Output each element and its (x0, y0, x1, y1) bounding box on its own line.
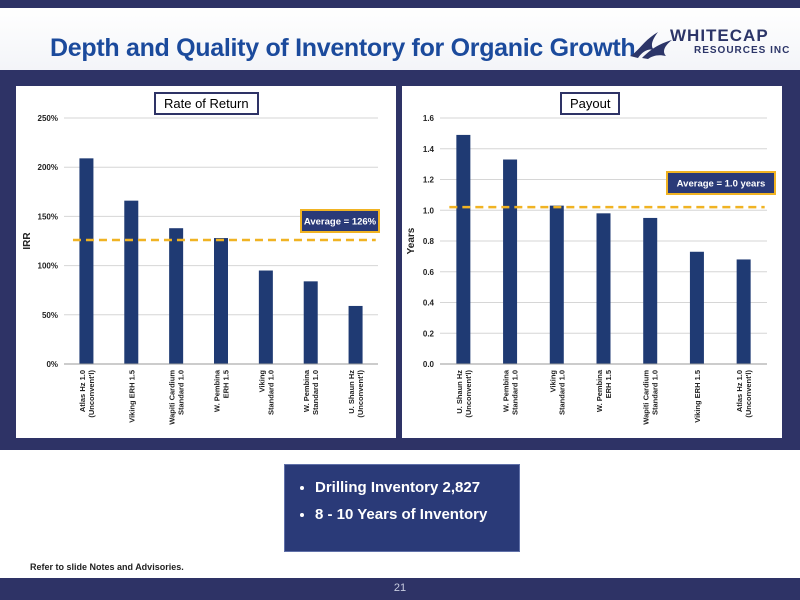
x-tick-label: U. Shaun Hz (Unconvent'l) (347, 370, 365, 418)
x-tick-label-line: Wapiti Cardium (168, 370, 177, 425)
payout-chart: 0.0 0.2 0.4 0.6 0.8 1.0 1.2 1.4 1.6 Years U. Shaun… (406, 114, 776, 425)
bar (348, 305, 363, 364)
y-axis-label: Years (406, 227, 417, 254)
y-tick-label: 1.6 (423, 114, 435, 123)
x-tick-label: Viking Standard 1.0 (257, 370, 275, 415)
x-tick-label-line: Atlas Hz 1.0 (78, 370, 87, 412)
header: Depth and Quality of Inventory for Organ… (0, 8, 800, 70)
average-label: Average = 1.0 years (677, 179, 766, 190)
logo-wordmark: WHITECAP (670, 26, 769, 45)
y-tick-label: 150% (38, 212, 58, 221)
y-tick-label: 0.2 (423, 329, 435, 338)
bar (258, 270, 273, 364)
logo-subtitle: RESOURCES INC (694, 45, 791, 56)
bar (503, 159, 518, 364)
bar (79, 158, 94, 364)
company-logo: WHITECAP RESOURCES INC (628, 24, 791, 66)
payout-panel: 0.0 0.2 0.4 0.6 0.8 1.0 1.2 1.4 1.6 Years U. Shaun… (402, 86, 782, 438)
y-tick-label: 50% (42, 311, 58, 320)
x-tick-label-line: Wapiti Cardium (642, 370, 651, 425)
x-tick-label-line: U. Shaun Hz (455, 370, 464, 414)
x-tick-label-line: W. Pembina (502, 369, 511, 412)
payout-title: Payout (560, 92, 621, 115)
bar (169, 228, 184, 364)
y-tick-label: 1.0 (423, 206, 435, 215)
x-tick-label-line: ERH 1.5 (222, 370, 231, 398)
average-label: Average = 126% (304, 217, 377, 228)
x-tick-label-line: Standard 1.0 (311, 370, 320, 415)
page-number: 21 (393, 582, 407, 594)
x-tick-label-line: W. Pembina (213, 369, 222, 412)
callout-item-drilling-inventory: Drilling Inventory 2,827 (315, 479, 519, 496)
inventory-callout: Drilling Inventory 2,827 8 - 10 Years of… (284, 464, 520, 552)
x-tick-label: Atlas Hz 1.0 (Unconvent'l) (735, 370, 753, 418)
x-tick-label: W. Pembina ERH 1.5 (213, 369, 231, 412)
x-tick-label: W. Pembina ERH 1.5 (595, 369, 613, 412)
x-tick-label-line: (Unconvent'l) (87, 370, 96, 418)
x-tick-label: U. Shaun Hz (Unconvent'l) (455, 370, 473, 418)
y-tick-label: 0.0 (423, 360, 435, 369)
x-tick-label: W. Pembina Standard 1.0 (302, 369, 320, 415)
y-tick-label: 100% (38, 262, 58, 271)
rate-of-return-panel: 0% 50% 100% 150% 200% 250% IRR Atlas Hz 1.0 (Unc… (16, 86, 396, 438)
x-tick-label-line: Viking (548, 370, 557, 393)
footnote: Refer to slide Notes and Advisories. (30, 562, 184, 572)
bar (214, 238, 228, 364)
x-tick-label-line: W. Pembina (595, 369, 604, 412)
bar (456, 134, 471, 364)
x-tick-label-line: ERH 1.5 (604, 370, 613, 398)
x-tick-label-line: Standard 1.0 (651, 370, 660, 415)
wave-logo-icon (630, 32, 672, 59)
bar (643, 217, 658, 364)
top-bar (0, 0, 800, 8)
x-tick-label-line: Atlas Hz 1.0 (735, 370, 744, 412)
y-tick-label: 1.4 (423, 145, 435, 154)
page-title: Depth and Quality of Inventory for Organ… (50, 34, 636, 62)
x-tick-label: W. Pembina Standard 1.0 (502, 369, 520, 415)
x-tick-label: Atlas Hz 1.0 (Unconvent'l) (78, 370, 96, 418)
bar (689, 251, 704, 364)
bar (736, 259, 751, 364)
footer: 21 (0, 578, 800, 600)
x-tick-label-line: Viking ERH 1.5 (127, 370, 136, 423)
y-tick-label: 200% (38, 163, 58, 172)
x-tick-label: Viking Standard 1.0 (548, 370, 566, 415)
bar (549, 205, 564, 364)
y-tick-label: 1.2 (423, 176, 435, 185)
x-tick-label-line: Standard 1.0 (511, 370, 520, 415)
y-tick-label: 0% (46, 360, 58, 369)
x-tick-label-line: Viking ERH 1.5 (693, 370, 702, 423)
x-tick-label-line: Standard 1.0 (557, 370, 566, 415)
x-tick-label-line: (Unconvent'l) (744, 370, 753, 418)
callout-item-years-of-inventory: 8 - 10 Years of Inventory (315, 506, 519, 523)
x-tick-label-line: Standard 1.0 (266, 370, 275, 415)
x-tick-label: Viking ERH 1.5 (693, 370, 702, 423)
x-tick-label: Wapiti Cardium Standard 1.0 (642, 370, 660, 425)
y-tick-label: 0.6 (423, 268, 435, 277)
bar (303, 281, 318, 364)
bar (124, 200, 139, 364)
average-label-box (666, 171, 776, 195)
x-tick-label-line: (Unconvent'l) (464, 370, 473, 418)
y-tick-label: 250% (38, 114, 58, 123)
average-label-box (300, 209, 380, 233)
rate-of-return-title: Rate of Return (154, 92, 259, 115)
y-tick-label: 0.8 (423, 237, 435, 246)
x-tick-label: Wapiti Cardium Standard 1.0 (168, 370, 186, 425)
y-axis-label: IRR (22, 232, 33, 250)
x-tick-label-line: Viking (257, 370, 266, 393)
x-tick-label-line: W. Pembina (302, 369, 311, 412)
x-tick-label: Viking ERH 1.5 (127, 370, 136, 423)
x-tick-label-line: (Unconvent'l) (356, 370, 365, 418)
bar (596, 213, 611, 364)
y-tick-label: 0.4 (423, 299, 435, 308)
x-tick-label-line: U. Shaun Hz (347, 370, 356, 414)
x-tick-label-line: Standard 1.0 (177, 370, 186, 415)
